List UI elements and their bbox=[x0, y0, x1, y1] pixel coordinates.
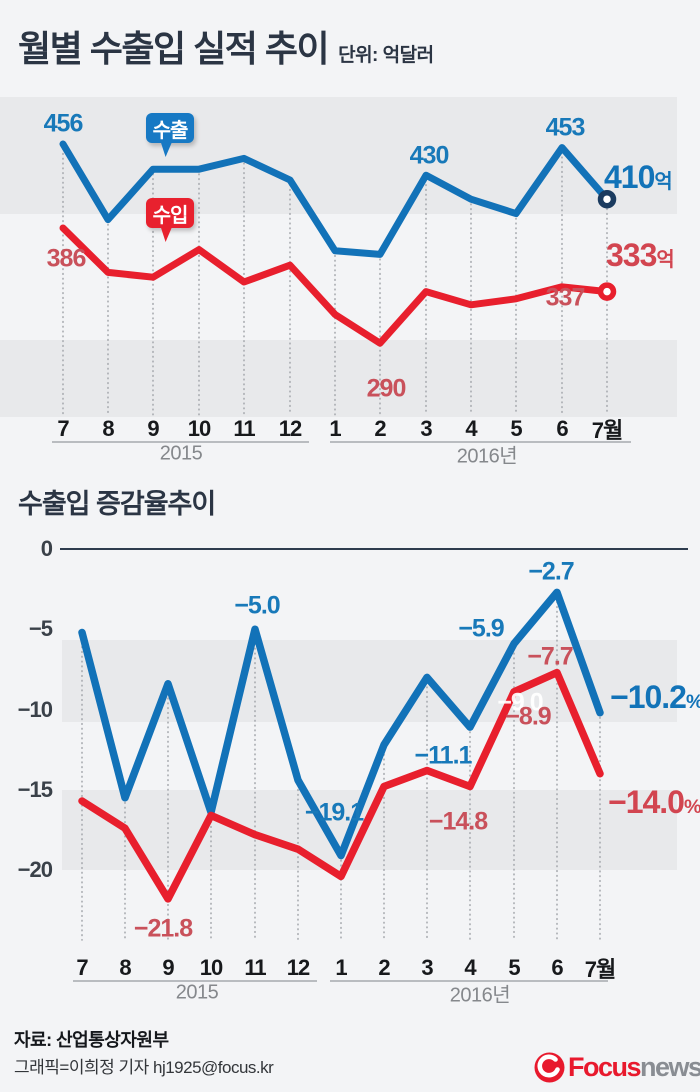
header: 월별 수출입 실적 추이 단위: 억달러 bbox=[18, 20, 434, 72]
month-label: 3 bbox=[420, 416, 432, 441]
month-label: 4 bbox=[465, 416, 477, 441]
month-label: 2 bbox=[374, 416, 386, 441]
month-label: 7 bbox=[57, 416, 69, 441]
logo-focus-text: Focus bbox=[568, 1052, 642, 1082]
month-label: 12 bbox=[278, 416, 303, 441]
value-label: −2.7 bbox=[528, 557, 574, 586]
axis-underline bbox=[330, 980, 608, 982]
page-title: 월별 수출입 실적 추이 bbox=[18, 28, 330, 69]
month-label: 9 bbox=[162, 955, 174, 980]
value-label: −14.8 bbox=[428, 807, 488, 836]
month-label: 5 bbox=[508, 955, 520, 980]
month-label: 9 bbox=[147, 416, 159, 441]
source-label: 자료: 산업통상자원부 bbox=[14, 1030, 169, 1050]
y-tick: −10 bbox=[17, 697, 53, 722]
end-marker bbox=[597, 189, 617, 209]
ghost-label: −9.0 bbox=[497, 688, 543, 717]
value-label: 290 bbox=[366, 374, 407, 403]
value-label: −19.1 bbox=[304, 798, 364, 827]
axis-underline bbox=[73, 980, 317, 982]
month-label: 10 bbox=[187, 416, 212, 441]
month-label: 7월 bbox=[584, 957, 617, 982]
value-label: −11.1 bbox=[414, 741, 473, 770]
month-label: 8 bbox=[102, 416, 114, 441]
value-label: −8.9 bbox=[505, 702, 551, 731]
axis-underline bbox=[52, 441, 309, 443]
month-label: 10 bbox=[199, 955, 224, 980]
export-line bbox=[78, 588, 604, 860]
month-label: 11 bbox=[233, 416, 255, 441]
year-label: 2015 bbox=[159, 442, 203, 465]
grid-band bbox=[0, 97, 677, 214]
axis-underline bbox=[330, 441, 631, 443]
logo-news-text: news bbox=[640, 1052, 700, 1082]
month-label: 12 bbox=[286, 955, 311, 980]
y-tick: 0 bbox=[40, 536, 53, 561]
section-title-growth: 수출입 증감율추이 bbox=[18, 489, 216, 519]
y-tick: −5 bbox=[28, 616, 53, 641]
value-label: −5.9 bbox=[458, 614, 504, 643]
value-label: −14.0% bbox=[608, 784, 700, 820]
month-label: 6 bbox=[556, 416, 568, 441]
month-label: 5 bbox=[510, 416, 522, 441]
y-tick: −15 bbox=[17, 777, 53, 802]
month-label: 3 bbox=[421, 955, 433, 980]
value-label: 337 bbox=[545, 283, 586, 312]
month-label: 6 bbox=[551, 955, 563, 980]
value-label: −7.7 bbox=[527, 642, 573, 671]
month-label: 4 bbox=[464, 955, 476, 980]
value-label: −10.2% bbox=[610, 679, 700, 715]
year-label: 2015 bbox=[175, 981, 219, 1004]
value-label: 410억 bbox=[604, 159, 673, 195]
value-label: 453 bbox=[545, 113, 586, 142]
month-label: 8 bbox=[119, 955, 131, 980]
value-label: 333억 bbox=[606, 237, 675, 273]
month-label: 1 bbox=[335, 955, 347, 980]
month-label: 7 bbox=[76, 955, 88, 980]
y-tick: −20 bbox=[17, 857, 53, 882]
focus-news-swirl-icon bbox=[534, 1052, 565, 1083]
value-label: 430 bbox=[409, 141, 450, 170]
month-label: 1 bbox=[329, 416, 341, 441]
end-marker bbox=[597, 282, 617, 301]
grid-band bbox=[0, 340, 677, 417]
value-label: −21.8 bbox=[133, 914, 193, 943]
grid-band bbox=[62, 790, 677, 870]
year-label: 2016년 bbox=[456, 445, 518, 468]
month-label: 11 bbox=[244, 955, 266, 980]
import-line bbox=[78, 668, 604, 903]
month-label: 7월 bbox=[591, 418, 624, 443]
callout-export: 수출 bbox=[146, 113, 194, 143]
import-line bbox=[59, 224, 611, 347]
export-line bbox=[59, 140, 611, 258]
value-label: 456 bbox=[43, 109, 84, 138]
unit-label: 단위: 억달러 bbox=[338, 45, 434, 66]
value-label: −5.0 bbox=[234, 591, 280, 620]
value-label: 386 bbox=[46, 244, 87, 273]
month-label: 2 bbox=[378, 955, 390, 980]
year-label: 2016년 bbox=[449, 984, 511, 1007]
credit-label: 그래픽=이희정 기자 hj1925@focus.kr bbox=[14, 1058, 274, 1077]
focus-news-logo: Focus news bbox=[534, 1052, 700, 1083]
callout-import: 수입 bbox=[146, 198, 194, 228]
